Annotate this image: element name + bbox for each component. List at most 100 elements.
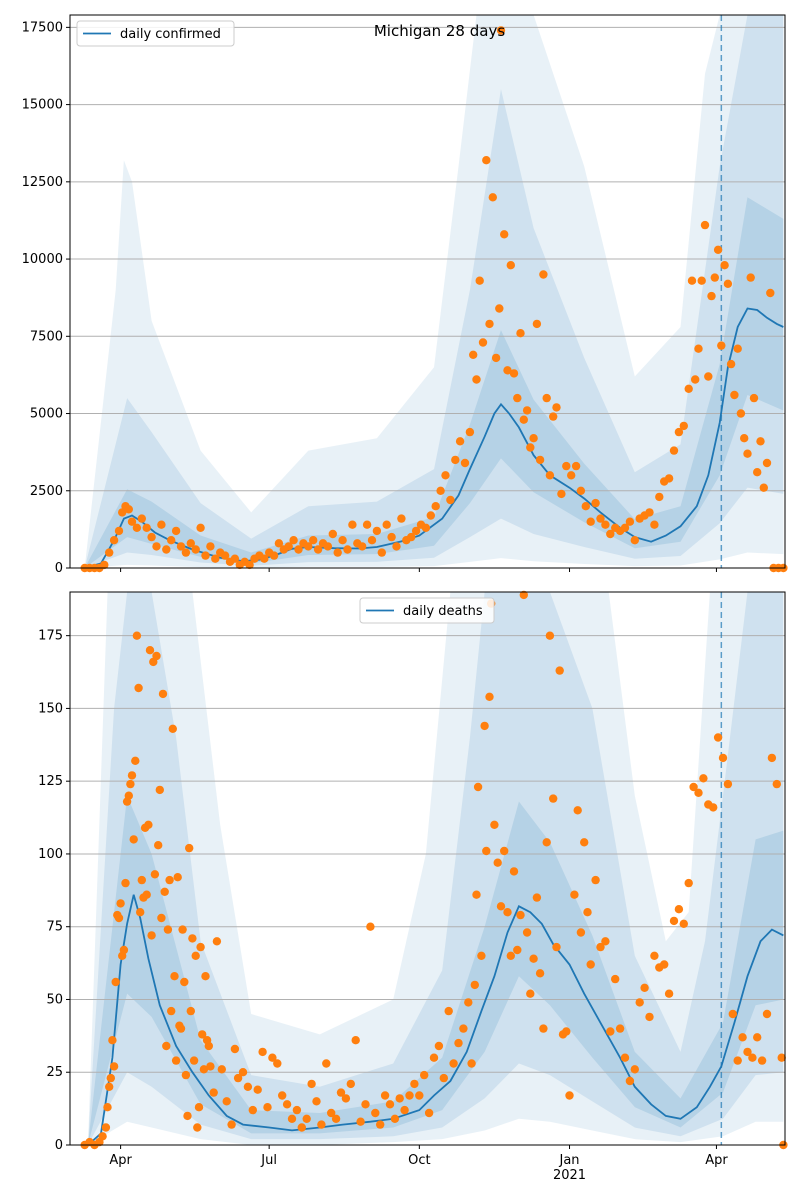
data-point bbox=[470, 980, 479, 990]
data-point bbox=[163, 925, 173, 934]
data-point bbox=[516, 329, 525, 338]
data-point bbox=[455, 437, 465, 446]
data-point bbox=[178, 925, 187, 934]
data-point bbox=[645, 1012, 654, 1022]
data-point bbox=[157, 520, 166, 529]
data-point bbox=[322, 1059, 331, 1068]
band-inner bbox=[87, 795, 784, 1145]
data-point bbox=[137, 875, 146, 885]
data-point bbox=[753, 468, 762, 477]
data-point bbox=[366, 922, 375, 931]
data-point bbox=[478, 338, 488, 347]
data-point bbox=[171, 1056, 181, 1065]
data-point bbox=[356, 1117, 365, 1126]
data-point bbox=[109, 1062, 119, 1071]
data-point bbox=[601, 937, 610, 946]
data-point bbox=[469, 350, 478, 359]
data-point bbox=[147, 532, 156, 542]
data-point bbox=[446, 495, 455, 505]
data-point bbox=[562, 461, 571, 471]
legend-label: daily confirmed bbox=[120, 27, 221, 42]
data-point bbox=[630, 536, 639, 545]
data-point bbox=[539, 1024, 548, 1033]
data-point bbox=[420, 1070, 429, 1080]
data-point bbox=[726, 359, 736, 369]
data-point bbox=[181, 1070, 191, 1080]
data-point bbox=[509, 867, 519, 876]
x-tick-label: Oct bbox=[408, 1153, 430, 1168]
data-point bbox=[198, 1030, 207, 1039]
legend: daily confirmed bbox=[76, 20, 235, 47]
data-point bbox=[684, 878, 693, 888]
data-point bbox=[500, 846, 509, 856]
y-tick-label: 10000 bbox=[22, 252, 63, 267]
data-point bbox=[100, 560, 109, 570]
data-point bbox=[410, 1079, 419, 1089]
data-point bbox=[625, 517, 635, 526]
data-point bbox=[186, 539, 195, 548]
data-point bbox=[127, 517, 137, 526]
data-point bbox=[772, 779, 781, 789]
data-point bbox=[743, 449, 752, 458]
data-point bbox=[767, 753, 777, 763]
data-point bbox=[206, 1062, 215, 1071]
data-point bbox=[500, 230, 509, 239]
data-point bbox=[606, 529, 615, 539]
data-point bbox=[201, 972, 210, 981]
data-point bbox=[472, 890, 481, 899]
legend: daily deaths bbox=[359, 597, 495, 624]
data-point bbox=[204, 1041, 213, 1051]
data-point bbox=[181, 548, 191, 557]
data-point bbox=[191, 545, 200, 554]
data-point bbox=[180, 977, 189, 987]
data-point bbox=[756, 437, 765, 446]
data-point bbox=[465, 427, 475, 437]
data-point bbox=[168, 724, 177, 733]
data-point bbox=[317, 1120, 326, 1129]
data-point bbox=[526, 443, 535, 452]
data-point bbox=[480, 721, 489, 731]
data-point bbox=[304, 542, 313, 551]
data-point bbox=[162, 1041, 171, 1051]
data-point bbox=[126, 779, 135, 789]
data-point bbox=[101, 1123, 111, 1132]
data-point bbox=[118, 508, 127, 517]
data-point bbox=[144, 820, 153, 829]
data-point bbox=[542, 393, 551, 403]
data-point bbox=[699, 774, 708, 783]
y-tick-label: 125 bbox=[38, 774, 63, 789]
data-point bbox=[405, 1091, 414, 1100]
data-point bbox=[535, 969, 545, 978]
data-point bbox=[294, 545, 303, 554]
data-point bbox=[158, 689, 168, 699]
data-point bbox=[723, 779, 733, 789]
data-point bbox=[713, 245, 723, 254]
data-point bbox=[460, 458, 470, 468]
data-point bbox=[557, 489, 566, 499]
data-point bbox=[189, 1056, 199, 1065]
data-point bbox=[620, 1053, 630, 1062]
data-point bbox=[539, 270, 548, 279]
data-point bbox=[570, 890, 579, 899]
y-tick-label: 175 bbox=[38, 629, 63, 644]
x-tick-label: Apr bbox=[705, 1153, 728, 1168]
data-point bbox=[152, 542, 161, 551]
data-point bbox=[193, 1123, 202, 1132]
data-point bbox=[496, 26, 506, 35]
data-point bbox=[297, 1123, 306, 1132]
data-point bbox=[674, 427, 684, 437]
data-point bbox=[260, 554, 269, 563]
data-point bbox=[142, 523, 151, 532]
data-point bbox=[426, 511, 435, 520]
data-point bbox=[596, 514, 605, 523]
y-tick-label: 0 bbox=[55, 561, 63, 576]
data-point bbox=[105, 548, 114, 557]
series-line bbox=[87, 894, 784, 1145]
data-point bbox=[552, 403, 561, 412]
data-point bbox=[150, 870, 160, 879]
data-point bbox=[491, 353, 501, 363]
data-point bbox=[485, 319, 494, 329]
data-point bbox=[704, 372, 713, 381]
data-point bbox=[620, 523, 630, 532]
band-inner bbox=[84, 197, 784, 568]
